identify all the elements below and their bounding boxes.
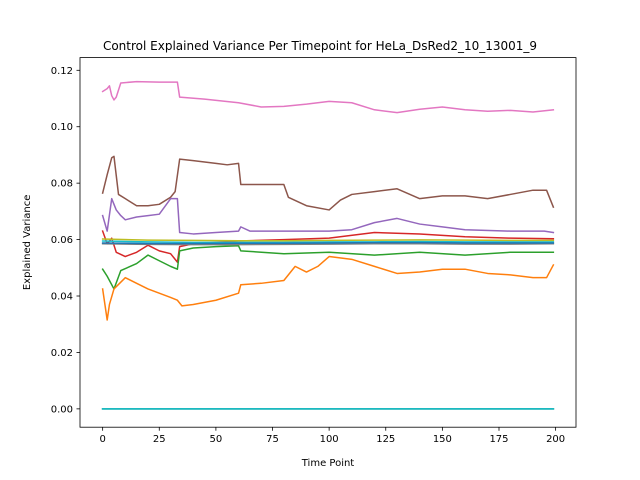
series-line-2 (101, 155, 555, 211)
series-line-8 (101, 238, 555, 242)
x-axis-ticks: 0 25 50 75 100 125 150 175 200 (99, 427, 565, 445)
y-tick-label: 0.02 (51, 348, 73, 359)
x-axis-label: Time Point (301, 458, 355, 469)
y-tick-label: 0.10 (51, 122, 73, 133)
series-line-9 (101, 243, 555, 246)
series-line-5 (101, 245, 555, 290)
plot-frame (79, 57, 577, 428)
x-tick-label: 0 (99, 434, 105, 445)
series-line-1 (101, 80, 555, 114)
y-tick-label: 0.06 (51, 235, 73, 246)
series-line-6 (101, 255, 555, 321)
x-tick-label: 100 (320, 434, 339, 445)
chart-title: Control Explained Variance Per Timepoint… (103, 39, 537, 53)
y-axis-ticks: 0.00 0.02 0.04 0.06 0.08 0.10 0.12 (51, 66, 80, 415)
series-line-7 (101, 240, 555, 244)
series-line-10 (101, 241, 555, 245)
y-tick-label: 0.00 (51, 404, 73, 415)
x-tick-label: 150 (433, 434, 452, 445)
x-tick-label: 175 (489, 434, 508, 445)
series-line-3 (101, 197, 555, 235)
y-tick-label: 0.08 (51, 179, 73, 190)
x-tick-label: 75 (266, 434, 279, 445)
y-tick-label: 0.04 (51, 292, 73, 303)
x-tick-label: 200 (546, 434, 565, 445)
x-tick-label: 50 (210, 434, 223, 445)
x-tick-label: 25 (153, 434, 166, 445)
x-tick-label: 125 (376, 434, 395, 445)
y-tick-label: 0.12 (51, 66, 73, 77)
y-axis-label: Explained Variance (22, 195, 33, 290)
series-layer (101, 80, 555, 410)
